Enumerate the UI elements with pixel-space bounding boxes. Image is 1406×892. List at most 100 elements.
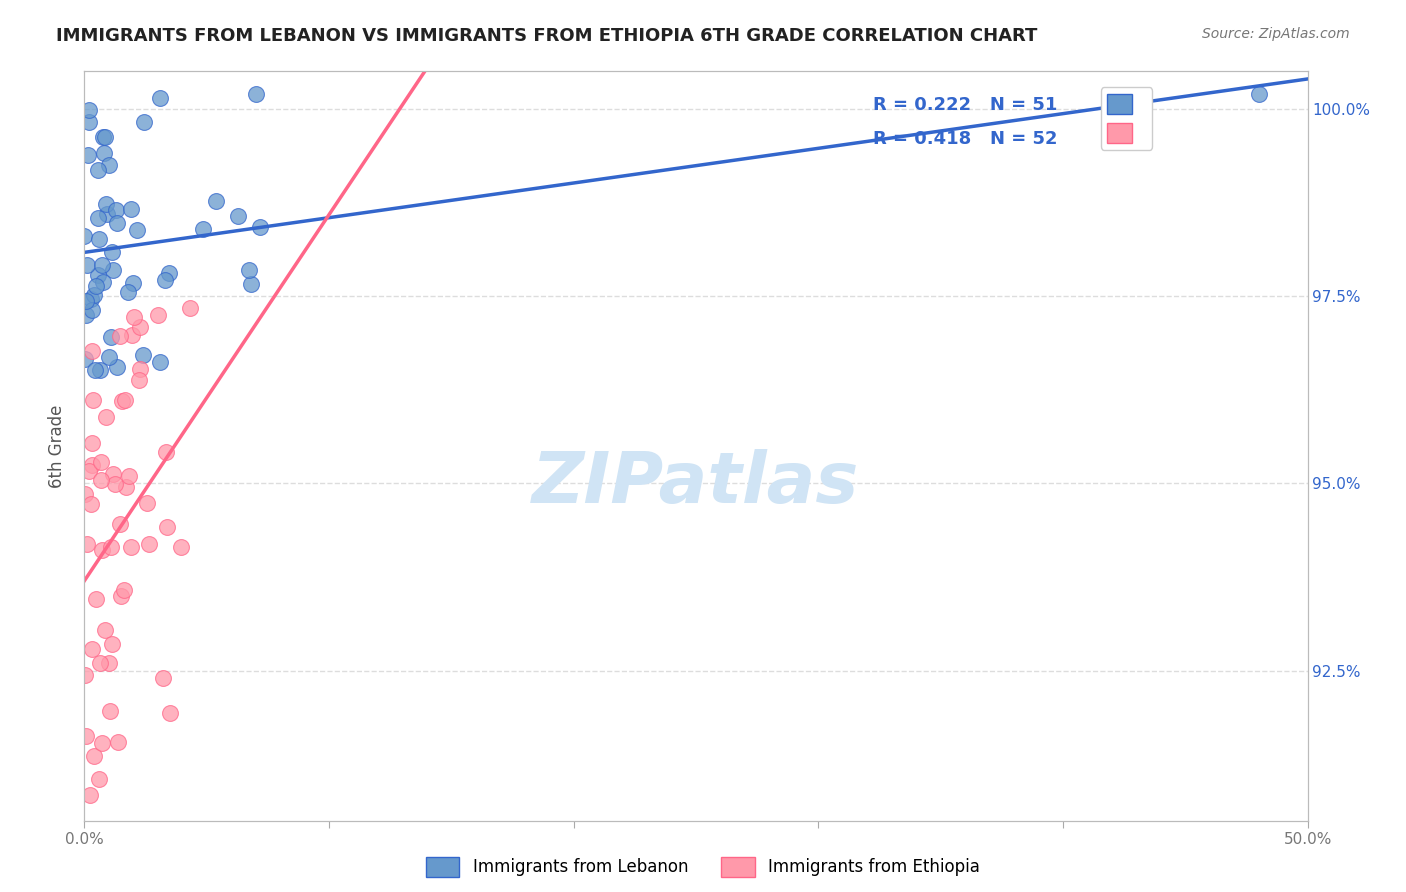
Point — [125, 223, 148, 237]
Point — [136, 496, 159, 510]
Point — [75, 486, 97, 500]
Legend: , : , — [1101, 87, 1153, 150]
Point — [149, 355, 172, 369]
Y-axis label: 6th Grade: 6th Grade — [48, 404, 66, 488]
Point — [117, 285, 139, 299]
Point — [103, 263, 125, 277]
Point — [110, 328, 132, 343]
Point — [82, 393, 104, 408]
Point — [110, 517, 132, 532]
Text: IMMIGRANTS FROM LEBANON VS IMMIGRANTS FROM ETHIOPIA 6TH GRADE CORRELATION CHART: IMMIGRANTS FROM LEBANON VS IMMIGRANTS FR… — [56, 27, 1038, 45]
Point — [80, 641, 103, 656]
Point — [249, 219, 271, 234]
Point — [87, 163, 110, 178]
Point — [128, 373, 150, 387]
Point — [77, 148, 100, 162]
Text: R = 0.222   N = 51: R = 0.222 N = 51 — [873, 96, 1057, 114]
Point — [84, 591, 107, 606]
Point — [112, 582, 135, 597]
Point — [122, 276, 145, 290]
Point — [75, 308, 97, 322]
Point — [111, 394, 134, 409]
Point — [104, 477, 127, 491]
Point — [75, 293, 97, 308]
Point — [239, 277, 262, 291]
Point — [156, 520, 179, 534]
Point — [101, 467, 124, 481]
Point — [89, 772, 111, 787]
Point — [77, 464, 100, 478]
Point — [79, 788, 101, 802]
Point — [83, 288, 105, 302]
Point — [84, 279, 107, 293]
Point — [75, 668, 97, 682]
Point — [191, 221, 214, 235]
Text: ZIPatlas: ZIPatlas — [533, 449, 859, 518]
Point — [83, 748, 105, 763]
Point — [100, 330, 122, 344]
Point — [96, 207, 118, 221]
Point — [105, 360, 128, 375]
Point — [90, 473, 112, 487]
Point — [107, 735, 129, 749]
Point — [91, 542, 114, 557]
Point — [129, 320, 152, 334]
Point — [80, 303, 103, 318]
Point — [91, 258, 114, 272]
Point — [101, 245, 124, 260]
Point — [97, 158, 120, 172]
Point — [114, 480, 136, 494]
Point — [98, 704, 121, 718]
Point — [89, 363, 111, 377]
Point — [90, 455, 112, 469]
Point — [226, 209, 249, 223]
Point — [138, 537, 160, 551]
Point — [96, 196, 118, 211]
Point — [91, 275, 114, 289]
Legend: Immigrants from Lebanon, Immigrants from Ethiopia: Immigrants from Lebanon, Immigrants from… — [419, 850, 987, 884]
Point — [152, 671, 174, 685]
Point — [87, 211, 110, 226]
Point — [120, 202, 142, 217]
Point — [80, 343, 103, 358]
Point — [80, 292, 103, 306]
Point — [98, 351, 121, 365]
Point — [118, 469, 141, 483]
Point — [80, 497, 103, 511]
Point — [91, 129, 114, 144]
Point — [110, 589, 132, 603]
Point — [159, 706, 181, 720]
Point — [132, 348, 155, 362]
Point — [205, 194, 228, 208]
Point — [84, 363, 107, 377]
Point — [97, 656, 120, 670]
Point — [122, 310, 145, 324]
Point — [179, 301, 201, 316]
Point — [76, 537, 98, 551]
Text: Source: ZipAtlas.com: Source: ZipAtlas.com — [1202, 27, 1350, 41]
Point — [146, 309, 169, 323]
Point — [101, 637, 124, 651]
Point — [93, 623, 115, 637]
Point — [120, 540, 142, 554]
Point — [73, 351, 96, 366]
Point — [80, 435, 103, 450]
Point — [89, 657, 111, 671]
Point — [245, 87, 267, 101]
Point — [105, 203, 128, 218]
Point — [1247, 87, 1270, 101]
Point — [153, 273, 176, 287]
Point — [114, 393, 136, 408]
Point — [129, 362, 152, 376]
Point — [87, 268, 110, 283]
Point — [170, 540, 193, 554]
Point — [94, 409, 117, 424]
Point — [90, 736, 112, 750]
Point — [121, 328, 143, 343]
Point — [155, 444, 177, 458]
Point — [76, 258, 98, 272]
Point — [73, 229, 96, 244]
Point — [100, 540, 122, 554]
Text: R = 0.418   N = 52: R = 0.418 N = 52 — [873, 130, 1057, 148]
Point — [77, 103, 100, 117]
